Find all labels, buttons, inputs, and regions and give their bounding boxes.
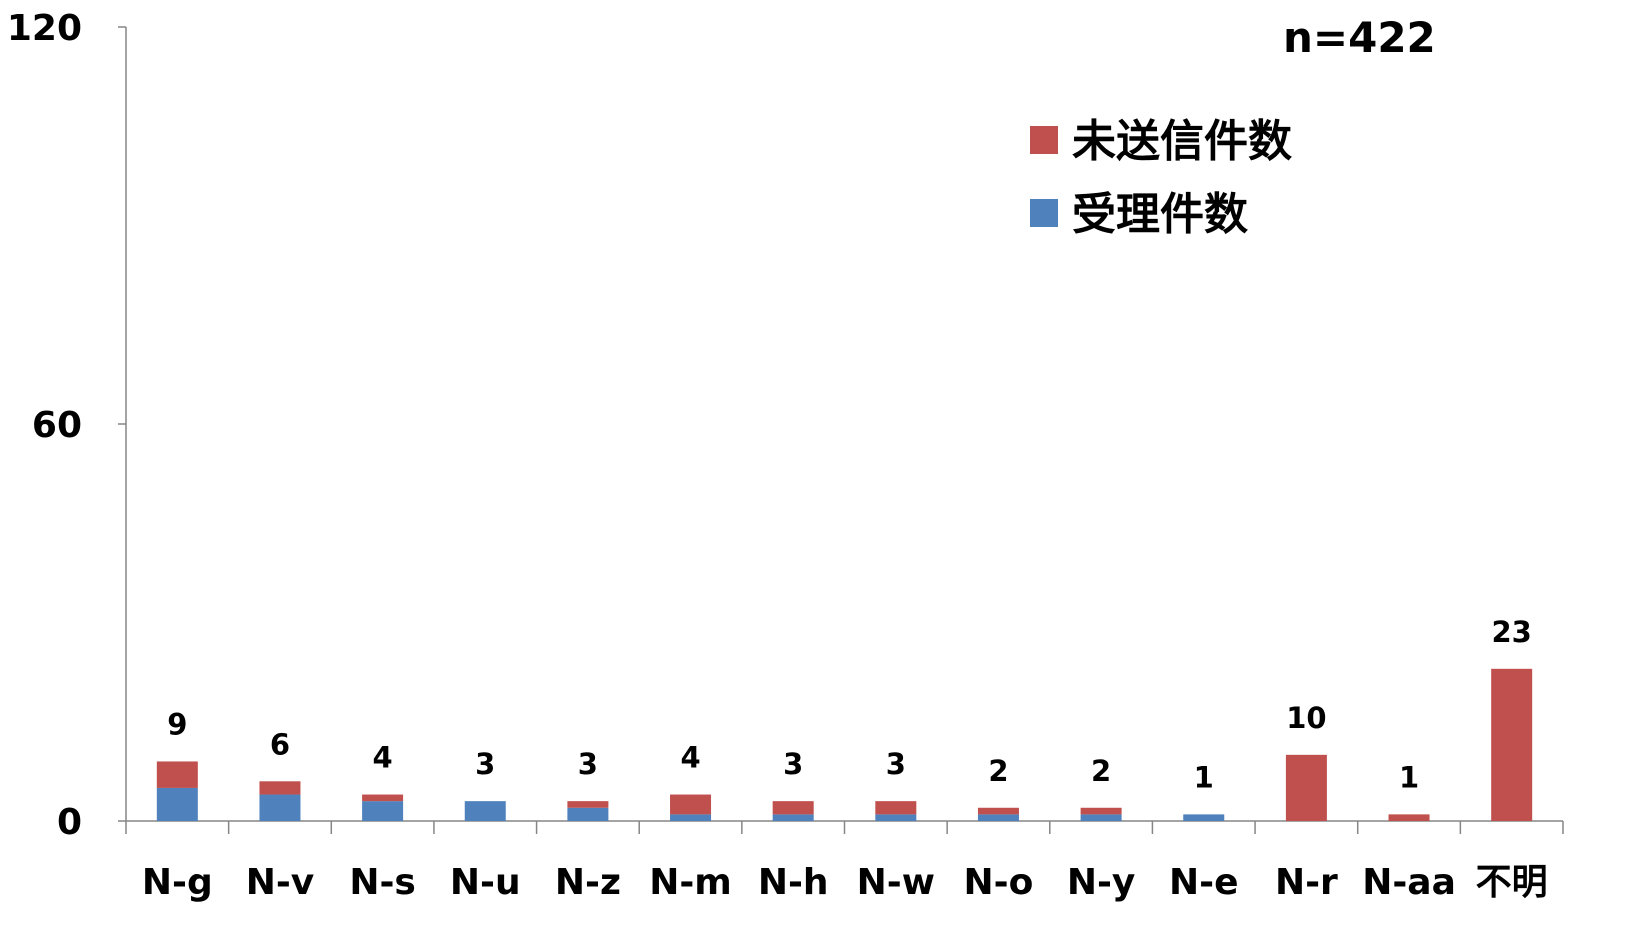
- total-value-label: 2: [988, 754, 1008, 788]
- total-value-label: 3: [886, 747, 906, 781]
- y-tick-label: 60: [32, 405, 82, 446]
- total-value-label: 3: [578, 747, 598, 781]
- bar-segment-accepted: [1183, 814, 1225, 821]
- bars: [156, 668, 1533, 821]
- total-value-label: 1: [1399, 760, 1419, 794]
- x-category-label: N-v: [246, 862, 315, 903]
- total-value-label: 9: [167, 707, 187, 741]
- total-value-label: 10: [1286, 701, 1326, 735]
- bar-segment-unsent: [259, 781, 301, 795]
- bar-segment-accepted: [259, 794, 301, 821]
- bar-segment-accepted: [670, 814, 712, 821]
- bar-segment-unsent: [670, 794, 712, 815]
- bar-segment-unsent: [567, 801, 609, 808]
- total-value-label: 6: [270, 727, 290, 761]
- y-tick-label: 0: [57, 802, 82, 843]
- bar-segment-unsent: [1388, 814, 1430, 821]
- x-category-label: N-y: [1067, 862, 1136, 903]
- x-category-label: N-h: [758, 862, 829, 903]
- total-value-label: 23: [1491, 615, 1531, 649]
- bar-segment-accepted: [567, 807, 609, 821]
- legend-swatch: [1030, 126, 1058, 154]
- x-category-label: N-e: [1169, 862, 1239, 903]
- bar-segment-accepted: [156, 787, 198, 821]
- legend-label: 受理件数: [1072, 189, 1248, 240]
- bar-segment-unsent: [875, 801, 917, 815]
- total-value-label: 4: [680, 741, 700, 775]
- total-value-label: 1: [1194, 760, 1214, 794]
- legend-label: 未送信件数: [1072, 116, 1292, 167]
- bar-segment-unsent: [362, 794, 404, 802]
- legend-swatch: [1030, 199, 1058, 227]
- bar-segment-accepted: [464, 801, 506, 821]
- x-category-label: N-r: [1275, 862, 1338, 903]
- x-category-label: N-g: [142, 862, 213, 903]
- bar-segment-unsent: [156, 761, 198, 788]
- total-value-label: 3: [475, 747, 495, 781]
- bar-segment-unsent: [1285, 754, 1327, 821]
- bar-segment-unsent: [772, 801, 814, 815]
- bar-segment-accepted: [977, 814, 1019, 821]
- total-value-label: 3: [783, 747, 803, 781]
- bar-segment-accepted: [875, 814, 917, 821]
- bar-segment-accepted: [1080, 814, 1122, 821]
- x-category-label: N-u: [450, 862, 521, 903]
- x-category-label: N-z: [555, 862, 621, 903]
- x-category-label: N-o: [964, 862, 1034, 903]
- axes: 0 60 120: [7, 8, 1564, 843]
- bar-segment-unsent: [977, 807, 1019, 815]
- bar-segment-accepted: [772, 814, 814, 821]
- bar-segment-unsent: [1491, 668, 1533, 821]
- bar-segment-accepted: [362, 801, 404, 821]
- x-category-label: 不明: [1476, 862, 1548, 903]
- labels: 9 N-g 6 N-v 4 N-s 3 N-u 3 N-z 4 N-m 3 N-h 3 N-w 2 N-o 2 N-y…: [142, 615, 1548, 903]
- y-tick-label: 120: [7, 8, 82, 49]
- total-value-label: 2: [1091, 754, 1111, 788]
- x-category-label: N-m: [649, 862, 732, 903]
- x-category-label: N-aa: [1362, 862, 1456, 903]
- bar-segment-unsent: [1080, 807, 1122, 815]
- sample-size-annotation: n=422: [1283, 13, 1436, 62]
- total-value-label: 4: [373, 741, 393, 775]
- x-category-label: N-w: [857, 862, 935, 903]
- x-category-label: N-s: [349, 862, 416, 903]
